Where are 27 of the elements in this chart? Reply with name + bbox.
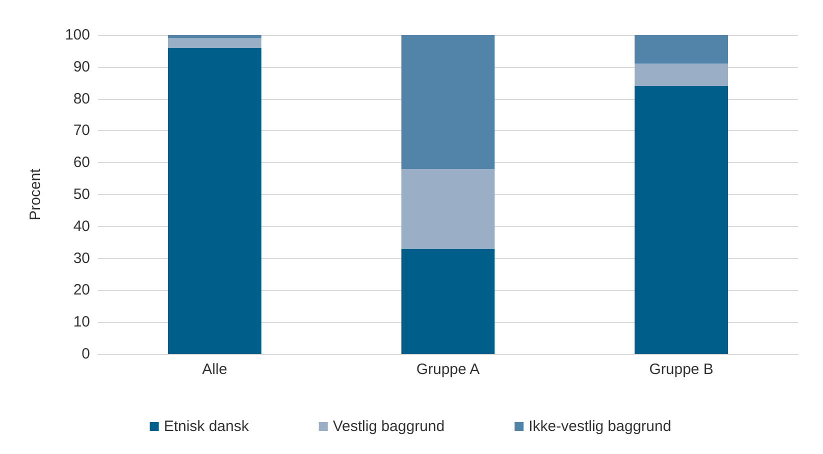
- y-axis-title: Procent: [27, 168, 44, 220]
- x-tick-label: Gruppe B: [649, 361, 714, 378]
- x-tick-label: Gruppe A: [416, 361, 480, 378]
- bar: [401, 168, 495, 249]
- bar: [401, 248, 495, 354]
- legend-label: Vestlig baggrund: [332, 418, 445, 435]
- bar: [168, 38, 262, 48]
- y-tick-label: 60: [73, 154, 90, 172]
- y-tick-label: 70: [73, 122, 90, 140]
- bar: [634, 86, 728, 354]
- bar: [401, 35, 495, 169]
- y-tick-label: 50: [73, 186, 90, 203]
- y-tick-label: 100: [64, 26, 90, 44]
- y-tick-label: 20: [73, 282, 90, 299]
- bar: [634, 64, 728, 86]
- legend-label: Ikke-vestlig baggrund: [528, 418, 672, 435]
- y-tick-label: 30: [73, 250, 90, 267]
- y-tick-label: 10: [73, 314, 90, 331]
- bar: [168, 35, 262, 38]
- bar: [634, 35, 728, 64]
- x-tick-label: Alle: [202, 361, 228, 378]
- y-tick-label: 0: [82, 346, 90, 362]
- legend-label: Etnisk dansk: [164, 418, 250, 435]
- y-tick-label: 80: [73, 90, 90, 108]
- bar: [168, 48, 262, 354]
- y-tick-label: 40: [73, 218, 90, 235]
- y-tick-label: 90: [73, 58, 90, 76]
